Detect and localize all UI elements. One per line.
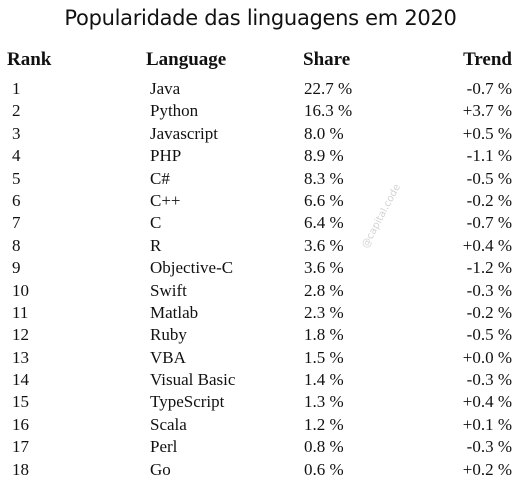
language-cell: C	[150, 213, 162, 233]
language-cell: Python	[150, 101, 199, 121]
table-row: 2 Python 16.3 % +3.7 %	[0, 100, 521, 122]
trend-cell: -0.3 %	[466, 437, 512, 457]
share-cell: 3.6 %	[304, 258, 344, 278]
language-cell: Swift	[150, 280, 187, 300]
table-row: 3 Javascript 8.0 % +0.5 %	[0, 123, 521, 145]
rank-cell: 1	[12, 79, 21, 98]
language-cell: Javascript	[150, 123, 218, 143]
share-cell: 8.0 %	[304, 123, 344, 143]
rank-cell: 11	[12, 302, 29, 322]
share-cell: 8.9 %	[304, 146, 344, 166]
share-cell: 2.8 %	[304, 280, 344, 300]
language-cell: VBA	[150, 347, 186, 367]
table-row: 18 Go 0.6 % +0.2 %	[0, 459, 521, 481]
trend-cell: -0.2 %	[466, 190, 512, 210]
rank-cell: 17	[12, 437, 29, 457]
language-cell: Scala	[150, 414, 187, 434]
table-body: 1 Java 22.7 % -0.7 % 2 Python 16.3 % +3.7 % 3 Jav…	[0, 78, 521, 481]
table-row: 16 Scala 1.2 % +0.1 %	[0, 414, 521, 436]
language-cell: Ruby	[150, 325, 187, 345]
rank-cell: 18	[12, 459, 29, 479]
table-row: 5 C# 8.3 % -0.5 %	[0, 168, 521, 190]
language-cell: PHP	[150, 146, 182, 166]
table-row: 6 C++ 6.6 % -0.2 %	[0, 190, 521, 212]
share-cell: 6.6 %	[304, 190, 344, 210]
language-cell: Objective-C	[150, 258, 234, 278]
header-language: Language	[146, 49, 227, 70]
table-row: 15 TypeScript 1.3 % +0.4 %	[0, 391, 521, 413]
share-cell: 6.4 %	[304, 213, 344, 233]
language-cell: Matlab	[150, 302, 199, 322]
trend-cell: +0.2 %	[462, 459, 512, 479]
rank-cell: 5	[12, 168, 21, 188]
rank-cell: 13	[12, 347, 29, 367]
trend-cell: -0.7 %	[466, 213, 512, 233]
language-table: Rank Language Share Trend 1 Java 22.7 % -0.…	[0, 46, 521, 481]
rank-cell: 7	[12, 213, 21, 233]
table-row: 14 Visual Basic 1.4 % -0.3 %	[0, 369, 521, 391]
table-row: 7 C 6.4 % -0.7 %	[0, 212, 521, 234]
share-cell: 3.6 %	[304, 235, 344, 255]
trend-cell: -0.7 %	[466, 79, 512, 98]
table-header-row: Rank Language Share Trend	[0, 46, 521, 74]
rank-cell: 12	[12, 325, 29, 345]
share-cell: 0.8 %	[304, 437, 344, 457]
chart-title: Popularidade das linguagens em 2020	[64, 6, 457, 30]
share-cell: 1.2 %	[304, 414, 344, 434]
share-cell: 22.7 %	[304, 79, 353, 98]
table-row: 9 Objective-C 3.6 % -1.2 %	[0, 257, 521, 279]
trend-cell: -0.3 %	[466, 280, 512, 300]
language-cell: Go	[150, 459, 171, 479]
rank-cell: 10	[12, 280, 29, 300]
rank-cell: 6	[12, 190, 21, 210]
language-cell: TypeScript	[150, 392, 225, 412]
trend-cell: -0.5 %	[466, 168, 512, 188]
trend-cell: +0.0 %	[462, 347, 512, 367]
trend-cell: +0.4 %	[462, 392, 512, 412]
table-row: 1 Java 22.7 % -0.7 %	[0, 78, 521, 100]
share-cell: 16.3 %	[304, 101, 353, 121]
table-row: 10 Swift 2.8 % -0.3 %	[0, 280, 521, 302]
share-cell: 1.3 %	[304, 392, 344, 412]
rank-cell: 14	[12, 370, 29, 390]
trend-cell: +0.4 %	[462, 235, 512, 255]
rank-cell: 15	[12, 392, 29, 412]
language-cell: C++	[150, 190, 181, 210]
rank-cell: 3	[12, 123, 21, 143]
rank-cell: 16	[12, 414, 29, 434]
rank-cell: 9	[12, 258, 21, 278]
share-cell: 1.4 %	[304, 370, 344, 390]
header-share: Share	[303, 49, 351, 70]
table-row: 11 Matlab 2.3 % -0.2 %	[0, 302, 521, 324]
rank-cell: 4	[12, 146, 21, 166]
trend-cell: -0.3 %	[466, 370, 512, 390]
language-cell: Visual Basic	[150, 370, 236, 390]
trend-cell: -1.2 %	[466, 258, 512, 278]
trend-cell: -1.1 %	[466, 146, 512, 166]
language-cell: Java	[150, 79, 181, 98]
table-row: 8 R 3.6 % +0.4 %	[0, 235, 521, 257]
share-cell: 8.3 %	[304, 168, 344, 188]
trend-cell: -0.5 %	[466, 325, 512, 345]
trend-cell: +3.7 %	[462, 101, 512, 121]
rank-cell: 2	[12, 101, 21, 121]
trend-cell: -0.2 %	[466, 302, 512, 322]
language-cell: R	[150, 235, 162, 255]
share-cell: 2.3 %	[304, 302, 344, 322]
table-row: 13 VBA 1.5 % +0.0 %	[0, 347, 521, 369]
header-rank: Rank	[7, 49, 52, 70]
language-cell: C#	[150, 168, 170, 188]
share-cell: 1.8 %	[304, 325, 344, 345]
language-cell: Perl	[150, 437, 178, 457]
share-cell: 1.5 %	[304, 347, 344, 367]
trend-cell: +0.1 %	[462, 414, 512, 434]
rank-cell: 8	[12, 235, 21, 255]
trend-cell: +0.5 %	[462, 123, 512, 143]
table-row: 12 Ruby 1.8 % -0.5 %	[0, 324, 521, 346]
header-trend: Trend	[463, 49, 512, 70]
table-row: 4 PHP 8.9 % -1.1 %	[0, 145, 521, 167]
share-cell: 0.6 %	[304, 459, 344, 479]
table-row: 17 Perl 0.8 % -0.3 %	[0, 436, 521, 458]
